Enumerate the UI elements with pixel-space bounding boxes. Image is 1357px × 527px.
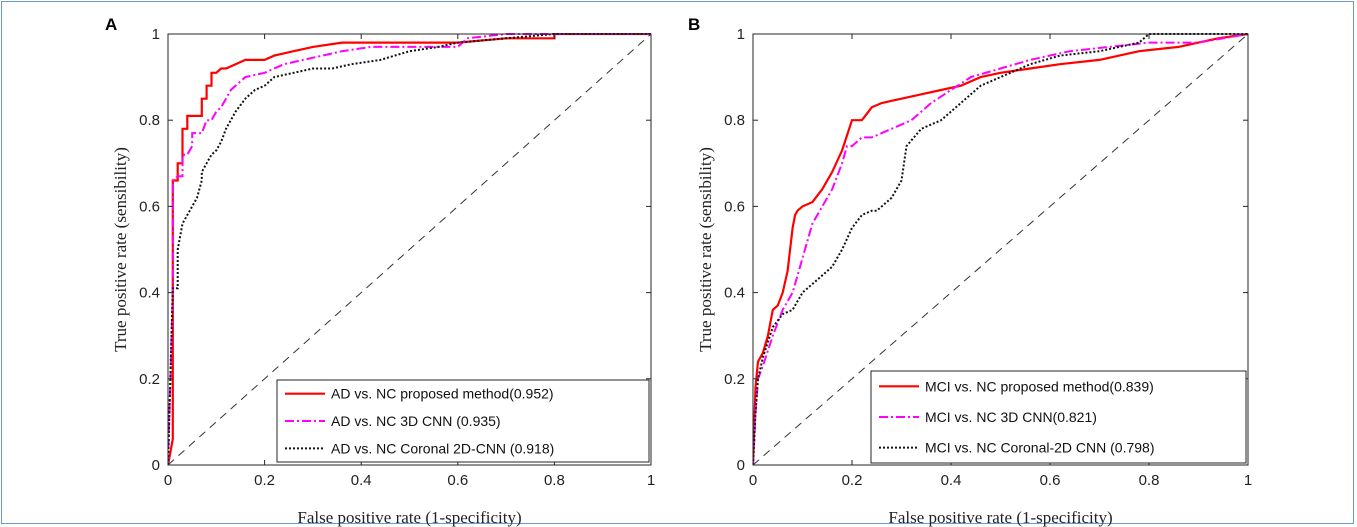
roc-curve-0: [753, 33, 1249, 466]
y-tick-label: 0.2: [139, 371, 160, 388]
legend-label: MCI vs. NC 3D CNN(0.821): [925, 409, 1097, 425]
x-axis-label: False positive rate (1-specificity): [297, 508, 521, 527]
axes-box: [167, 33, 652, 466]
y-tick-label: 1: [152, 26, 160, 43]
chance-diagonal: [753, 33, 1249, 466]
roc-curve-1: [753, 33, 1249, 466]
axes-box: [752, 33, 1249, 466]
x-tick-label: 1: [647, 472, 655, 489]
x-axis-label: False positive rate (1-specificity): [888, 508, 1112, 527]
legend-label: AD vs. NC Coronal 2D-CNN (0.918): [331, 440, 554, 456]
panel-letter: B: [688, 15, 700, 34]
x-tick-label: 0.8: [1139, 472, 1160, 489]
legend-label: AD vs. NC proposed method(0.952): [331, 386, 554, 402]
chart-panel-a: A 0 0.2 0.4 0.6 0.8 1 0 0.2 0.4 0.6 0.8 1 False posit…: [105, 15, 655, 527]
roc-curve-2: [168, 33, 651, 466]
y-tick-label: 0.8: [724, 112, 745, 129]
roc-curve-2: [753, 33, 1248, 466]
chart-panel-b: B 0 0.2 0.4 0.6 0.8 1 0 0.2 0.4 0.6 0.8 1 False posit…: [688, 15, 1252, 527]
legend-label: MCI vs. NC Coronal-2D CNN (0.798): [925, 440, 1155, 456]
legend-box: [870, 370, 1247, 464]
panel-letter: A: [105, 15, 117, 34]
y-axis-label: True positive rate (sensibility): [111, 147, 130, 352]
y-tick-label: 0: [737, 457, 745, 474]
x-tick-label: 0.2: [842, 472, 863, 489]
x-tick-label: 0.8: [544, 472, 565, 489]
x-tick-label: 0: [164, 472, 172, 489]
y-tick-label: 0.2: [724, 371, 745, 388]
legend: MCI vs. NC proposed method(0.839) MCI vs.…: [870, 370, 1247, 464]
legend-label: MCI vs. NC proposed method(0.839): [925, 378, 1154, 394]
x-tick-label: 0.6: [447, 472, 468, 489]
x-tick-label: 0.2: [254, 472, 275, 489]
y-tick-label: 0.4: [724, 285, 745, 302]
legend-label: AD vs. NC 3D CNN (0.935): [331, 413, 501, 429]
y-tick-label: 1: [737, 26, 745, 43]
y-tick-label: 0.6: [139, 198, 160, 215]
y-tick-label: 0: [152, 457, 160, 474]
legend: AD vs. NC proposed method(0.952) AD vs. N…: [276, 379, 650, 463]
y-tick-label: 0.8: [139, 112, 160, 129]
y-tick-label: 0.4: [139, 285, 160, 302]
x-tick-label: 0.6: [1040, 472, 1061, 489]
y-tick-label: 0.6: [724, 198, 745, 215]
x-tick-label: 1: [1244, 472, 1252, 489]
x-tick-label: 0.4: [941, 472, 962, 489]
x-tick-label: 0: [749, 472, 757, 489]
x-tick-label: 0.4: [351, 472, 372, 489]
y-axis-label: True positive rate (sensibility): [696, 147, 715, 352]
roc-curve-1: [168, 33, 651, 466]
legend-box: [276, 379, 650, 463]
chance-diagonal: [168, 33, 652, 466]
